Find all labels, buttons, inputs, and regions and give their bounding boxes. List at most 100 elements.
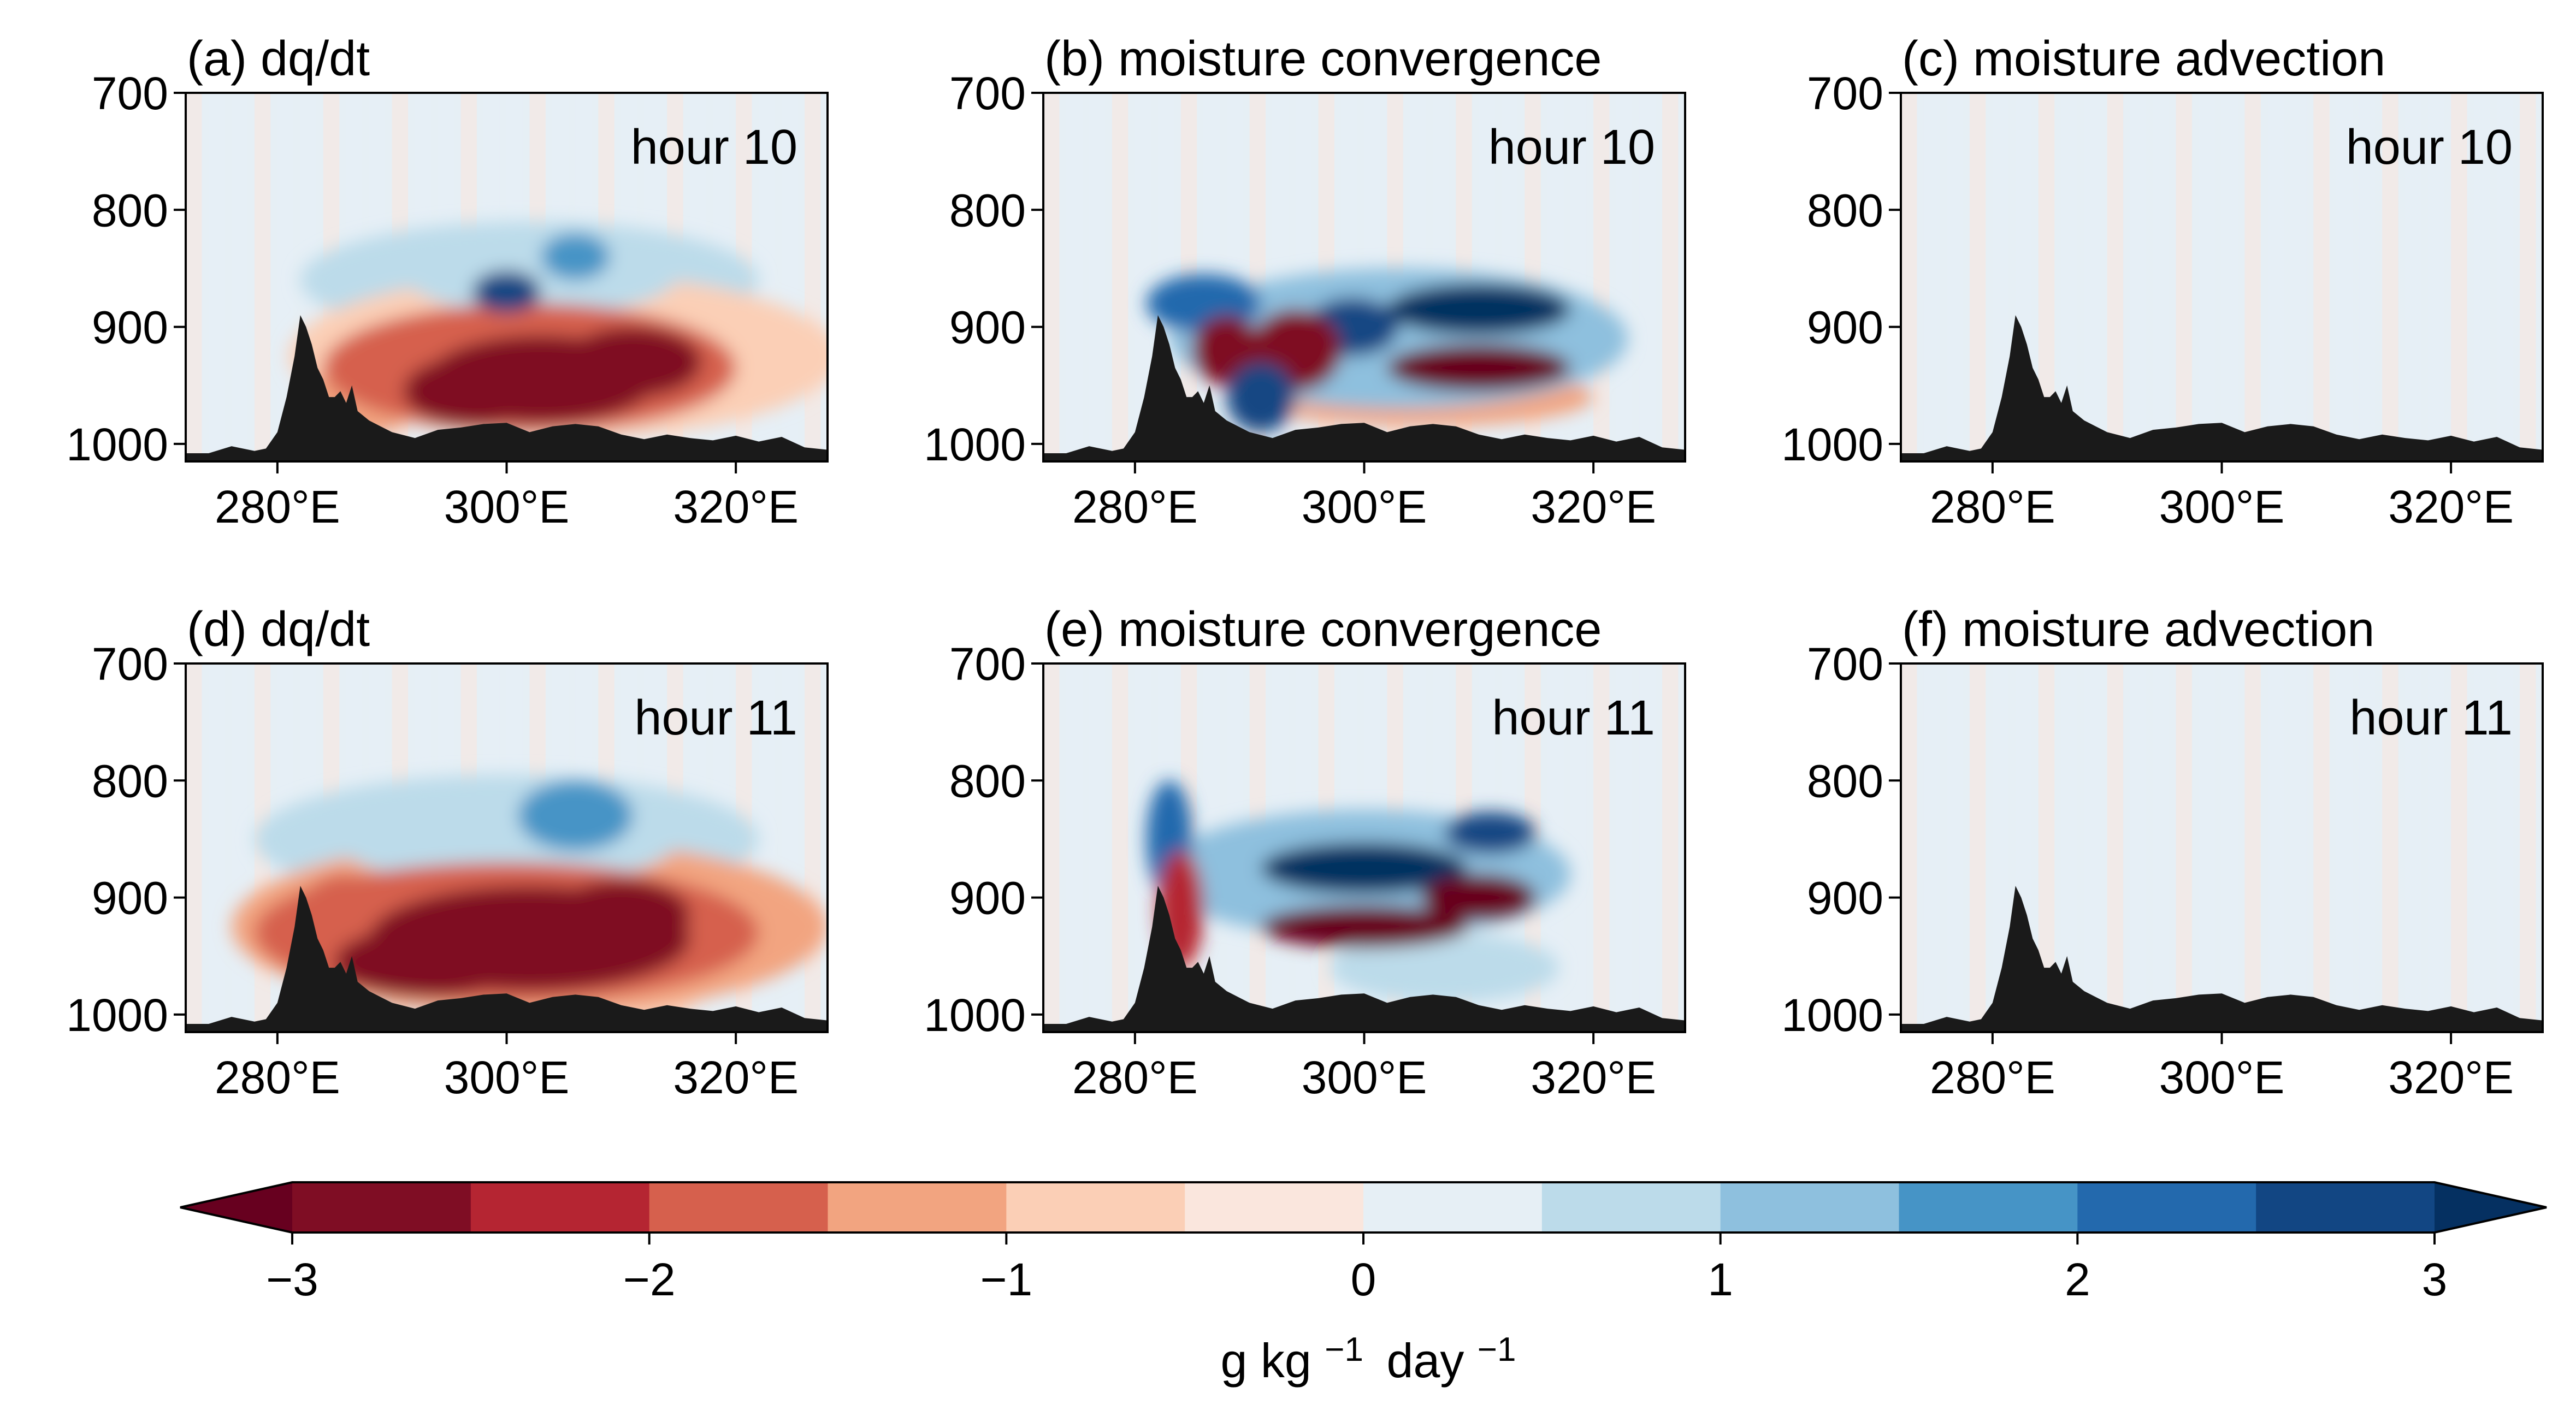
field-stripe bbox=[2313, 93, 2330, 461]
y-tick-label: 700 bbox=[1807, 638, 1883, 690]
colorbar-tick-label: 3 bbox=[2422, 1254, 2448, 1305]
anomaly-blob bbox=[1226, 362, 1296, 432]
anomaly-blob bbox=[426, 335, 656, 424]
hour-label: hour 11 bbox=[1492, 691, 1655, 745]
field-stripe bbox=[2428, 93, 2444, 461]
panel-a: (a) dq/dt hour 10 700 800 900 1000 280°E 300°E 3… bbox=[66, 32, 829, 532]
field-stripe bbox=[2130, 93, 2147, 461]
y-tick-label: 900 bbox=[92, 873, 168, 924]
field-stripe bbox=[2520, 93, 2536, 461]
colorbar-tick-label: 1 bbox=[1708, 1254, 1733, 1305]
plot-area-a bbox=[186, 93, 828, 461]
field-stripe bbox=[2405, 93, 2421, 461]
colorbar-tick-label: 0 bbox=[1351, 1254, 1376, 1305]
x-tick-label: 300°E bbox=[444, 1052, 570, 1103]
field-stripe bbox=[2497, 663, 2513, 1032]
field-stripe bbox=[1570, 663, 1587, 1032]
field-stripe bbox=[2313, 663, 2330, 1032]
y-tick-label: 700 bbox=[949, 68, 1026, 119]
field-stripe bbox=[1089, 93, 1106, 461]
y-tick-label: 700 bbox=[92, 68, 168, 119]
field-stripe bbox=[1089, 663, 1106, 1032]
x-tick-label: 280°E bbox=[215, 1052, 340, 1103]
x-tick-label: 280°E bbox=[215, 481, 340, 532]
panel-b: (b) moisture convergence hour 10 700 800 900… bbox=[924, 32, 1686, 532]
field-stripe bbox=[2382, 93, 2398, 461]
anomaly-blob bbox=[1330, 932, 1559, 1003]
field-stripe bbox=[1616, 93, 1633, 461]
plot-area-b bbox=[1043, 93, 1685, 461]
panel-title: (e) moisture convergence bbox=[1044, 602, 1602, 657]
field-stripe bbox=[2382, 663, 2398, 1032]
colorbar-extend-over bbox=[2435, 1182, 2547, 1233]
field-stripe bbox=[805, 93, 821, 461]
plot-area-e bbox=[1043, 663, 1685, 1032]
y-tick-label: 700 bbox=[1807, 68, 1883, 119]
field-stripe bbox=[2451, 663, 2467, 1032]
y-tick-label: 1000 bbox=[66, 989, 168, 1041]
x-tick-label: 300°E bbox=[1302, 1052, 1427, 1103]
x-tick-label: 300°E bbox=[1302, 481, 1427, 532]
y-tick-label: 700 bbox=[92, 638, 168, 690]
field-stripe bbox=[2267, 93, 2284, 461]
x-tick-label: 300°E bbox=[2159, 481, 2285, 532]
colorbar: −3 −2 −1 0 1 2 3 g kg −1 day −1 bbox=[180, 1181, 2547, 1388]
colorbar-segment bbox=[649, 1182, 828, 1233]
field-stripe bbox=[1662, 93, 1679, 461]
anomaly-blob bbox=[1421, 874, 1537, 921]
panel-e: (e) moisture convergence hour 11 700 800 900… bbox=[924, 602, 1686, 1103]
panel-title: (a) dq/dt bbox=[187, 32, 370, 86]
field-stripe bbox=[1662, 663, 1679, 1032]
colorbar-segment bbox=[2077, 1182, 2256, 1233]
field-stripe bbox=[208, 93, 225, 461]
field-stripe bbox=[2359, 93, 2376, 461]
y-tick-label: 1000 bbox=[66, 419, 168, 470]
field-stripe bbox=[2244, 93, 2261, 461]
x-tick-label: 320°E bbox=[1531, 1052, 1656, 1103]
field-stripe bbox=[2428, 663, 2444, 1032]
colorbar-label-exp2: −1 bbox=[1478, 1331, 1516, 1368]
x-tick-label: 320°E bbox=[2388, 1052, 2514, 1103]
field-stripe bbox=[1043, 93, 1060, 461]
field-stripe bbox=[2107, 663, 2124, 1032]
y-tick-label: 700 bbox=[949, 638, 1026, 690]
terrain bbox=[186, 315, 828, 461]
field-stripe bbox=[1969, 93, 1986, 461]
anomaly-blob bbox=[1387, 283, 1571, 335]
hour-label: hour 10 bbox=[631, 120, 797, 175]
field-stripe bbox=[2084, 663, 2101, 1032]
field-anomalies bbox=[1146, 268, 1628, 432]
field-anomalies bbox=[1146, 780, 1571, 1003]
colorbar-tick-label: 2 bbox=[2065, 1254, 2090, 1305]
y-tick-label: 800 bbox=[949, 755, 1026, 807]
field-stripe bbox=[2359, 663, 2376, 1032]
field-stripe bbox=[1923, 663, 1940, 1032]
terrain bbox=[1901, 315, 2543, 461]
field-stripe bbox=[2451, 93, 2467, 461]
panels: (a) dq/dt hour 10 700 800 900 1000 280°E 300°E 3… bbox=[66, 32, 2544, 1103]
colorbar-label: g kg −1 day −1 bbox=[1221, 1317, 1516, 1388]
panel-title: (c) moisture advection bbox=[1902, 32, 2385, 86]
field-anomalies bbox=[288, 221, 828, 439]
y-tick-label: 1000 bbox=[924, 419, 1026, 470]
colorbar-segment bbox=[1185, 1182, 1364, 1233]
colorbar-label-exp1: −1 bbox=[1325, 1331, 1363, 1368]
y-tick-label: 800 bbox=[92, 755, 168, 807]
x-tick-label: 320°E bbox=[2388, 481, 2514, 532]
y-tick-label: 1000 bbox=[924, 989, 1026, 1041]
field-stripe bbox=[1112, 663, 1129, 1032]
field-stripe bbox=[2244, 663, 2261, 1032]
panel-f: (f) moisture advection hour 11 700 800 900 10… bbox=[1781, 602, 2544, 1103]
field-stripes bbox=[1901, 663, 2536, 1032]
anomaly-blob bbox=[1444, 812, 1537, 855]
panel-title: (f) moisture advection bbox=[1902, 602, 2374, 657]
plot-area-c bbox=[1901, 93, 2543, 461]
colorbar-segment bbox=[1363, 1182, 1543, 1233]
anomaly-blob bbox=[541, 233, 610, 280]
terrain bbox=[1043, 315, 1685, 461]
field-stripe bbox=[1969, 663, 1986, 1032]
x-tick-label: 280°E bbox=[1930, 481, 2055, 532]
anomaly-blob bbox=[518, 780, 633, 851]
colorbar-extend-under bbox=[180, 1182, 292, 1233]
